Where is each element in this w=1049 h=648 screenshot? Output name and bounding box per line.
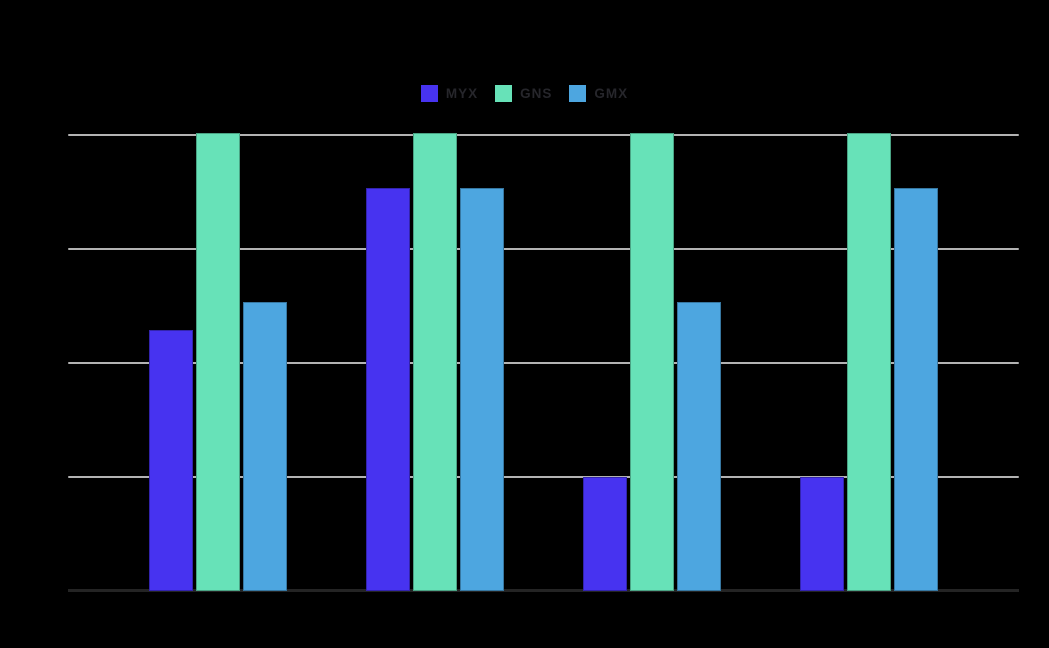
- plot-area: [68, 133, 1019, 592]
- bar-group-3: [583, 133, 721, 591]
- bar-myx-group1: [148, 329, 193, 591]
- bar-gmx-group3: [677, 302, 721, 591]
- legend-label: GMX: [594, 86, 629, 101]
- gridline-50: [68, 362, 1019, 364]
- bar-gns-group3: [630, 133, 674, 591]
- bar-group-1: [148, 133, 287, 591]
- legend-item-gmx[interactable]: GMX: [569, 85, 628, 102]
- gridline-75: [68, 248, 1019, 250]
- legend-swatch-myx: [420, 85, 438, 102]
- bar-myx-group2: [365, 187, 410, 591]
- bar-myx-group3: [583, 476, 627, 591]
- bar-gns-group1: [195, 133, 240, 591]
- legend-item-myx[interactable]: MYX: [420, 85, 479, 102]
- bar-group-4: [800, 133, 939, 591]
- bar-group-2: [365, 133, 504, 591]
- bar-gmx-group2: [459, 187, 504, 591]
- bar-gmx-group1: [242, 302, 287, 591]
- legend-swatch-gns: [495, 85, 513, 102]
- chart-legend: MYX GNS GMX: [0, 85, 1049, 102]
- gridline-100: [68, 134, 1019, 136]
- bar-gns-group4: [847, 133, 892, 591]
- legend-swatch-gmx: [569, 85, 587, 102]
- bar-myx-group4: [800, 476, 845, 591]
- gridline-25: [68, 476, 1019, 478]
- bar-gmx-group4: [894, 187, 939, 591]
- x-axis-line: [68, 589, 1019, 592]
- legend-label: MYX: [445, 86, 479, 101]
- legend-label: GNS: [520, 86, 553, 101]
- legend-item-gns[interactable]: GNS: [495, 85, 552, 102]
- bar-gns-group2: [412, 133, 457, 591]
